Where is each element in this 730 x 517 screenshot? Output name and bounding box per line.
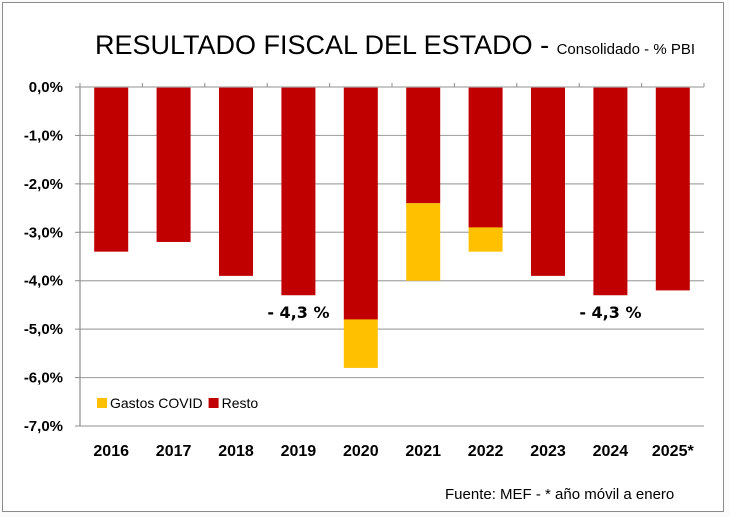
y-tick-label: -7,0% <box>24 418 63 435</box>
y-tick-label: -6,0% <box>24 370 63 387</box>
y-tick-label: -3,0% <box>24 224 63 241</box>
bar-resto-2017 <box>156 87 191 242</box>
x-tick-label: 2022 <box>468 443 504 460</box>
x-tick-label: 2017 <box>156 443 192 460</box>
x-tick-label: 2025* <box>652 443 695 460</box>
y-tick-label: -1,0% <box>24 127 63 144</box>
bar-covid-2022 <box>468 227 503 252</box>
y-tick-label: -2,0% <box>24 176 63 193</box>
bar-resto-2024 <box>593 87 628 296</box>
data-label: - 4,3 % <box>267 303 329 322</box>
x-tick-label: 2016 <box>93 443 129 460</box>
legend-label: Resto <box>222 395 259 411</box>
x-tick-label: 2019 <box>281 443 317 460</box>
x-tick-label: 2024 <box>593 443 629 460</box>
y-tick-label: -4,0% <box>24 273 63 290</box>
axes <box>75 83 705 427</box>
bar-resto-2023 <box>531 87 565 276</box>
x-tick-label: 2020 <box>343 443 379 460</box>
bar-resto-2022 <box>468 87 503 228</box>
chart-title-main: RESULTADO FISCAL DEL ESTADO - <box>95 30 557 60</box>
source-note: Fuente: MEF - * año móvil a enero <box>445 486 674 503</box>
x-tick-label: 2023 <box>530 443 566 460</box>
chart-title: RESULTADO FISCAL DEL ESTADO - Consolidad… <box>95 30 695 60</box>
data-label: - 4,3 % <box>579 303 641 322</box>
bar-covid-2020 <box>343 319 378 368</box>
bars <box>94 87 690 368</box>
legend: Gastos COVID Resto <box>97 395 258 411</box>
legend-label: Gastos COVID <box>110 395 203 411</box>
legend-swatch-resto <box>208 398 219 408</box>
bar-resto-2021 <box>406 87 441 204</box>
bar-covid-2021 <box>406 203 441 281</box>
bar-resto-2019 <box>281 87 316 296</box>
bar-resto-2018 <box>219 87 253 276</box>
x-tick-label: 2021 <box>405 443 441 460</box>
x-tick-label: 2018 <box>218 443 254 460</box>
bar-resto-2016 <box>94 87 129 252</box>
legend-swatch-gastos-covid <box>97 398 107 408</box>
x-axis-ticks: 2016 2017 2018 2019 2020 2021 2022 2023 2024 2025… <box>93 443 694 460</box>
bar-resto-2025 <box>655 87 690 291</box>
y-tick-label: 0,0% <box>29 79 63 96</box>
chart-subtitle: Consolidado - % PBI <box>557 41 695 58</box>
y-tick-label: -5,0% <box>24 321 63 338</box>
y-axis-ticks: 0,0% -1,0% -2,0% -3,0% -4,0% -5,0% -6,0% -7,0% <box>24 79 63 435</box>
bar-resto-2020 <box>343 87 378 320</box>
annotations: - 4,3 % - 4,3 % <box>267 303 641 322</box>
